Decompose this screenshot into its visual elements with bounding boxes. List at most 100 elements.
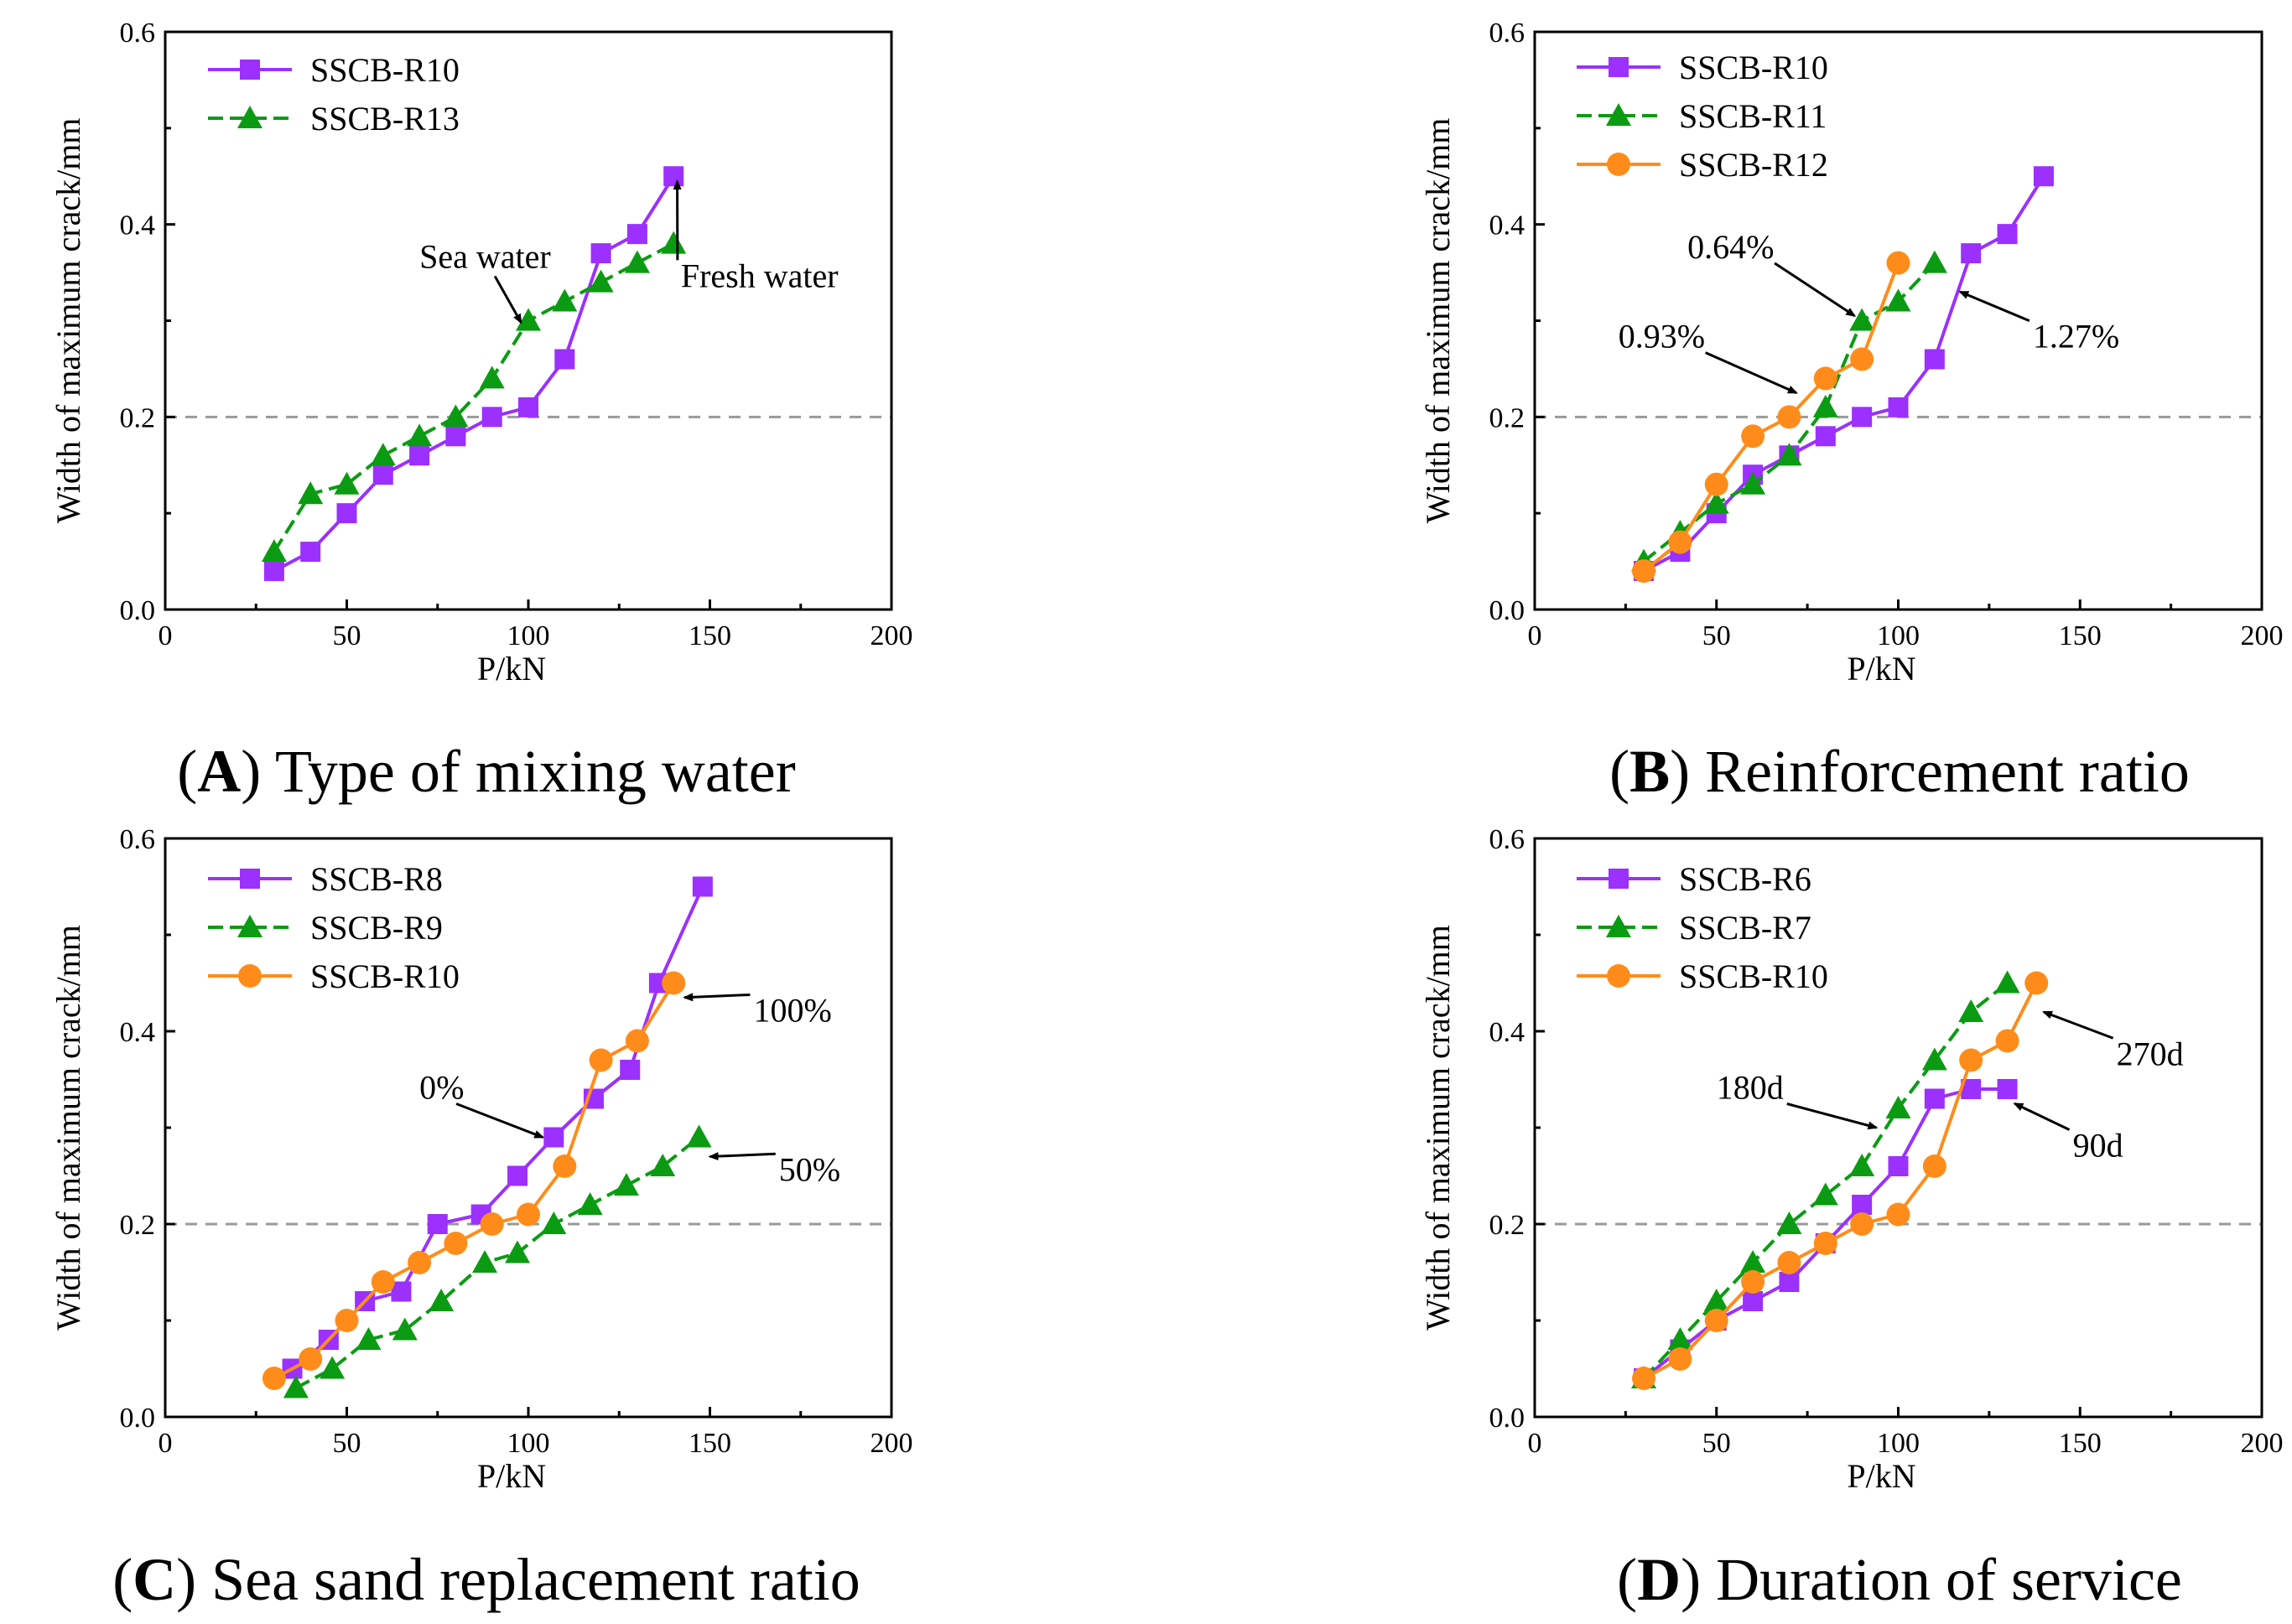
- data-point: [1812, 1182, 1838, 1206]
- annotation-label: 90d: [2073, 1127, 2123, 1165]
- legend-item: SSCB-R10: [1577, 957, 1828, 995]
- x-tick-label: 100: [507, 1428, 550, 1459]
- data-point: [650, 1154, 676, 1176]
- data-point: [480, 1212, 504, 1236]
- data-point: [1849, 1154, 1875, 1176]
- annotation: 100%: [683, 992, 832, 1030]
- legend-label: SSCB-R11: [1679, 97, 1827, 135]
- series-line: [273, 175, 675, 573]
- legend-marker: [238, 964, 262, 988]
- legend-item: SSCB-R11: [1577, 97, 1827, 135]
- data-point: [1704, 472, 1728, 496]
- panel-caption: (A) Type of mixing water: [177, 738, 795, 805]
- data-point: [1994, 970, 2020, 994]
- data-point: [1958, 999, 1984, 1022]
- annotation-label: 100%: [753, 992, 831, 1030]
- series-line: [1643, 982, 2039, 1380]
- y-tick-label: 0.4: [1489, 210, 1525, 241]
- data-point: [298, 481, 324, 505]
- chart-panel-c: 0 50 100 150 200 0.0 0.2 0.4 0.6 P/kN Width of max…: [49, 824, 913, 1613]
- x-tick-label: 0: [1528, 620, 1542, 651]
- caption-letter: A: [197, 738, 241, 805]
- data-point: [590, 243, 611, 264]
- data-point: [1777, 405, 1801, 429]
- data-point: [392, 1317, 418, 1341]
- legend-label: SSCB-R10: [1679, 957, 1828, 995]
- legend-marker: [1607, 964, 1630, 988]
- caption-text: Sea sand replacement ratio: [211, 1546, 860, 1613]
- legend-item: SSCB-R9: [208, 909, 443, 947]
- x-tick-label: 200: [871, 620, 913, 651]
- data-point: [1632, 559, 1656, 584]
- caption-paren: (: [177, 738, 197, 805]
- data-point: [1852, 407, 1873, 428]
- series-line: [273, 982, 675, 1380]
- x-tick-label: 100: [1877, 620, 1920, 651]
- legend-item: SSCB-R12: [1577, 146, 1828, 184]
- data-point: [1703, 1289, 1729, 1311]
- annotation-arrow: [1774, 262, 1857, 318]
- data-point: [1813, 366, 1837, 391]
- data-point: [408, 1251, 432, 1274]
- annotation-label: Fresh water: [681, 257, 839, 294]
- data-point: [1924, 349, 1945, 370]
- x-tick-label: 50: [333, 1428, 361, 1459]
- annotation-label: 1.27%: [2033, 318, 2119, 355]
- caption-letter: C: [133, 1546, 176, 1613]
- x-axis-title: P/kN: [477, 1457, 546, 1495]
- legend-item: SSCB-R7: [1577, 909, 1811, 947]
- x-tick-label: 0: [159, 620, 173, 651]
- annotation-label: 0.93%: [1619, 318, 1705, 355]
- y-tick-label: 0.2: [120, 1210, 156, 1241]
- legend-marker: [1609, 57, 1629, 77]
- data-point: [1743, 1291, 1764, 1311]
- legend-item: SSCB-R8: [208, 860, 443, 898]
- data-point: [300, 542, 321, 563]
- data-point: [1812, 394, 1838, 418]
- caption-paren: ): [241, 738, 275, 805]
- data-point: [662, 971, 686, 995]
- legend-item: SSCB-R10: [208, 51, 460, 89]
- y-tick-label: 0.4: [1489, 1017, 1525, 1048]
- caption-paren: (: [112, 1546, 133, 1613]
- y-axis-title: Width of maximum crack/mm: [1419, 925, 1457, 1331]
- data-point: [553, 1154, 577, 1178]
- annotation: Fresh water: [673, 179, 839, 294]
- data-point: [1668, 1347, 1692, 1371]
- annotation-arrow: [455, 1103, 545, 1139]
- data-point: [1632, 1367, 1656, 1390]
- y-tick-label: 0.0: [1489, 595, 1525, 626]
- y-tick-label: 0.6: [120, 18, 156, 49]
- legend-label: SSCB-R6: [1679, 860, 1811, 898]
- data-point: [588, 269, 614, 293]
- data-point: [1850, 1212, 1874, 1236]
- chart-panel-b: 0 50 100 150 200 0.0 0.2 0.4 0.6 P/kN Width of max…: [1419, 18, 2284, 805]
- data-point: [371, 1270, 395, 1294]
- data-point: [1740, 471, 1766, 495]
- data-point: [613, 1173, 639, 1196]
- data-point: [407, 423, 433, 447]
- data-point: [262, 1367, 286, 1390]
- data-point: [283, 1375, 309, 1398]
- data-point: [336, 503, 357, 524]
- data-point: [1997, 1079, 2018, 1099]
- y-axis-title: Width of maximum crack/mm: [49, 118, 87, 524]
- x-tick-label: 200: [2241, 1428, 2284, 1459]
- data-point: [626, 224, 647, 245]
- series-line: [1642, 981, 2009, 1380]
- x-tick-label: 200: [871, 1428, 913, 1459]
- data-point: [1777, 1251, 1801, 1274]
- legend-marker: [237, 915, 262, 937]
- data-point: [663, 166, 684, 187]
- legend-label: SSCB-R10: [1679, 49, 1828, 86]
- data-point: [445, 426, 466, 447]
- annotation-label: 270d: [2117, 1035, 2184, 1072]
- data-point: [624, 250, 650, 273]
- data-point: [620, 1060, 641, 1080]
- data-point: [429, 1289, 455, 1311]
- legend-marker: [1607, 153, 1630, 176]
- data-point: [1849, 308, 1875, 331]
- caption-paren: (: [1609, 738, 1629, 805]
- legend-marker: [240, 60, 260, 80]
- y-tick-label: 0.6: [1489, 18, 1525, 49]
